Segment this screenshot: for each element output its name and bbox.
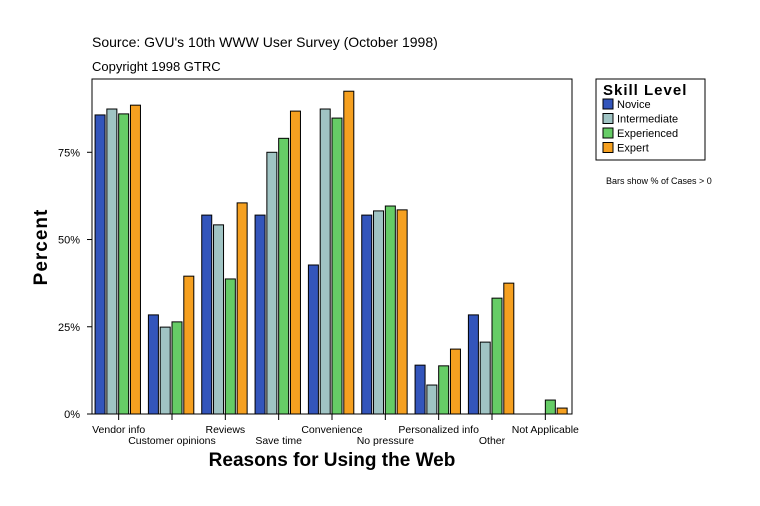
legend-title: Skill Level [603, 82, 687, 99]
bar [307, 264, 319, 415]
bar [361, 214, 373, 415]
x-tick-label: No pressure [357, 435, 414, 447]
legend-label: Expert [617, 143, 649, 155]
legend-swatch [602, 113, 614, 124]
bar [343, 90, 355, 415]
legend-swatch [602, 98, 614, 110]
note: Bars show % of Cases > 0 [606, 176, 712, 186]
bar [183, 275, 195, 415]
bar [129, 104, 141, 415]
bar [224, 278, 236, 415]
bar [479, 341, 491, 415]
y-tick-label: 0% [64, 409, 80, 421]
bar [118, 113, 130, 415]
y-tick-label: 75% [58, 147, 80, 159]
x-tick-label: Not Applicable [512, 424, 579, 436]
x-axis-label: Reasons for Using the Web [209, 450, 456, 471]
bar [213, 224, 225, 415]
bar [467, 314, 479, 415]
bar [159, 326, 171, 415]
legend-label: Experienced [617, 128, 678, 140]
copyright: Copyright 1998 GTRC [92, 59, 221, 74]
bar [278, 137, 290, 415]
x-tick-label: Reviews [205, 424, 245, 436]
bar [236, 202, 248, 415]
y-tick-label: 50% [58, 235, 80, 247]
x-tick-label: Convenience [301, 424, 362, 436]
bar [94, 114, 106, 415]
legend-swatch [602, 127, 614, 139]
x-tick-label: Other [479, 435, 506, 447]
x-tick-label: Vendor info [92, 424, 145, 436]
source: Source: GVU's 10th WWW User Survey (Octo… [92, 34, 438, 50]
bar [491, 297, 503, 415]
bar [147, 314, 159, 415]
x-tick-label: Personalized info [398, 424, 479, 436]
legend [595, 78, 706, 161]
bar [373, 210, 385, 415]
bar [201, 214, 213, 415]
legend-swatch [602, 142, 614, 153]
bar [414, 364, 426, 415]
bar [331, 117, 343, 415]
bar [171, 321, 183, 415]
bar [449, 348, 461, 415]
bar [503, 282, 515, 415]
x-tick-label: Customer opinions [128, 435, 216, 447]
bar [426, 384, 438, 415]
bar [384, 205, 396, 415]
bar [289, 110, 301, 415]
legend-label: Intermediate [617, 114, 678, 126]
bar [266, 151, 278, 415]
legend-label: Novice [617, 99, 651, 111]
bar [254, 214, 266, 415]
bar [544, 399, 556, 415]
y-tick-label: 25% [58, 322, 80, 334]
bar [319, 108, 331, 415]
bar [556, 407, 568, 415]
y-axis-label: Percent [31, 209, 52, 286]
bar [438, 365, 450, 415]
bar [106, 108, 118, 415]
bar [396, 209, 408, 415]
x-tick-label: Save time [255, 435, 302, 447]
